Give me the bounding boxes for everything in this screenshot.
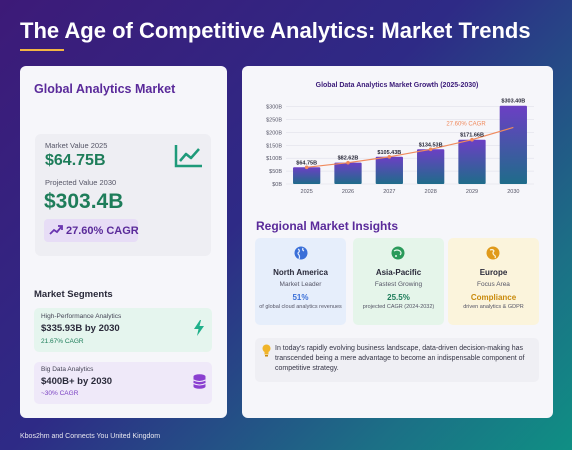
trend-up-icon [49,225,63,235]
cagr-text: 27.60% CAGR [66,225,139,237]
data-label: $64.75B [296,160,317,166]
trend-point [346,160,350,165]
cagr-badge [44,219,138,242]
region-sub: Fastest Growing [374,281,423,288]
region-sub: Market Leader [279,281,322,288]
market-card-title: Global Analytics Market [34,82,176,96]
x-tick-label: 2026 [342,189,354,195]
globe-asia-icon [391,246,405,260]
x-tick-label: 2027 [383,189,395,195]
bolt-icon [194,320,204,336]
data-label: $171.66B [460,133,484,139]
region-value: 51% [292,293,309,302]
bar [458,139,486,184]
insight-box [255,338,539,382]
trend-point [304,165,309,170]
region-name: Asia-Pacific [375,268,422,277]
x-tick-label: 2030 [507,189,519,195]
bar [417,149,445,184]
regional-title: Regional Market Insights [256,219,399,233]
title-underline [20,49,64,51]
region-note: of global cloud analytics revenues [259,304,342,310]
segment-card [34,308,212,352]
y-tick-label: $50B [269,169,282,175]
region-value: 25.5% [387,293,410,302]
globe-americas-icon [294,246,308,260]
y-tick-label: $200B [266,130,282,136]
lightbulb-icon [262,344,271,357]
region-value: Compliance [470,293,517,302]
trend-point [387,154,392,159]
region-note: projected CAGR (2024-2032) [362,304,435,310]
x-tick-label: 2028 [425,189,437,195]
segment-cagr: 21.67% CAGR [41,338,84,345]
y-tick-label: $100B [266,156,282,162]
y-tick-label: $0B [272,182,282,188]
segment-value: $400B+ by 2030 [41,376,113,387]
y-tick-label: $300B [266,105,282,111]
footer-text: Kbos2hm and Connects You United Kingdom [20,433,161,440]
chart-title: Global Data Analytics Market Growth (202… [316,82,479,89]
trend-point [428,147,433,152]
data-label: $303.40B [501,99,525,105]
trend-point [470,137,474,142]
globe-europe-icon [486,246,500,260]
market-value: $64.75B [45,152,106,169]
page-title: The Age of Competitive Analytics: Market… [20,18,531,43]
region-name: Europe [479,268,508,277]
bar [334,162,362,184]
data-label: $105.43B [377,150,401,156]
region-note: driven analytics & GDPR [463,304,524,310]
region-name: North America [273,268,328,277]
database-icon [193,374,206,389]
x-tick-label: 2029 [466,189,478,195]
data-label: $82.62B [338,156,359,162]
projected-value: $303.4B [44,190,124,213]
y-tick-label: $150B [266,143,282,149]
y-tick-label: $250B [266,117,282,123]
chart-line-icon [174,145,202,168]
segment-name: Big Data Analytics [41,366,94,373]
bar [375,156,403,184]
trend-label: 27.60% CAGR [446,122,486,128]
segment-value: $335.93B by 2030 [41,323,120,334]
region-sub: Focus Area [477,281,510,288]
market-growth-chart: Global Data Analytics Market Growth (202… [266,82,534,195]
bar [499,105,527,184]
segment-name: High-Performance Analytics [41,313,122,320]
x-tick-label: 2025 [301,189,313,195]
segment-cagr: ~30% CAGR [41,390,79,397]
projected-value-label: Projected Value 2030 [45,178,117,187]
segments-title: Market Segments [34,289,113,300]
bar [293,167,321,184]
segment-card [34,362,212,404]
trend-line [306,126,514,168]
insight-text: In today's rapidly evolving business lan… [275,345,525,372]
data-label: $134.53B [419,142,443,148]
market-value-label: Market Value 2025 [45,141,108,150]
